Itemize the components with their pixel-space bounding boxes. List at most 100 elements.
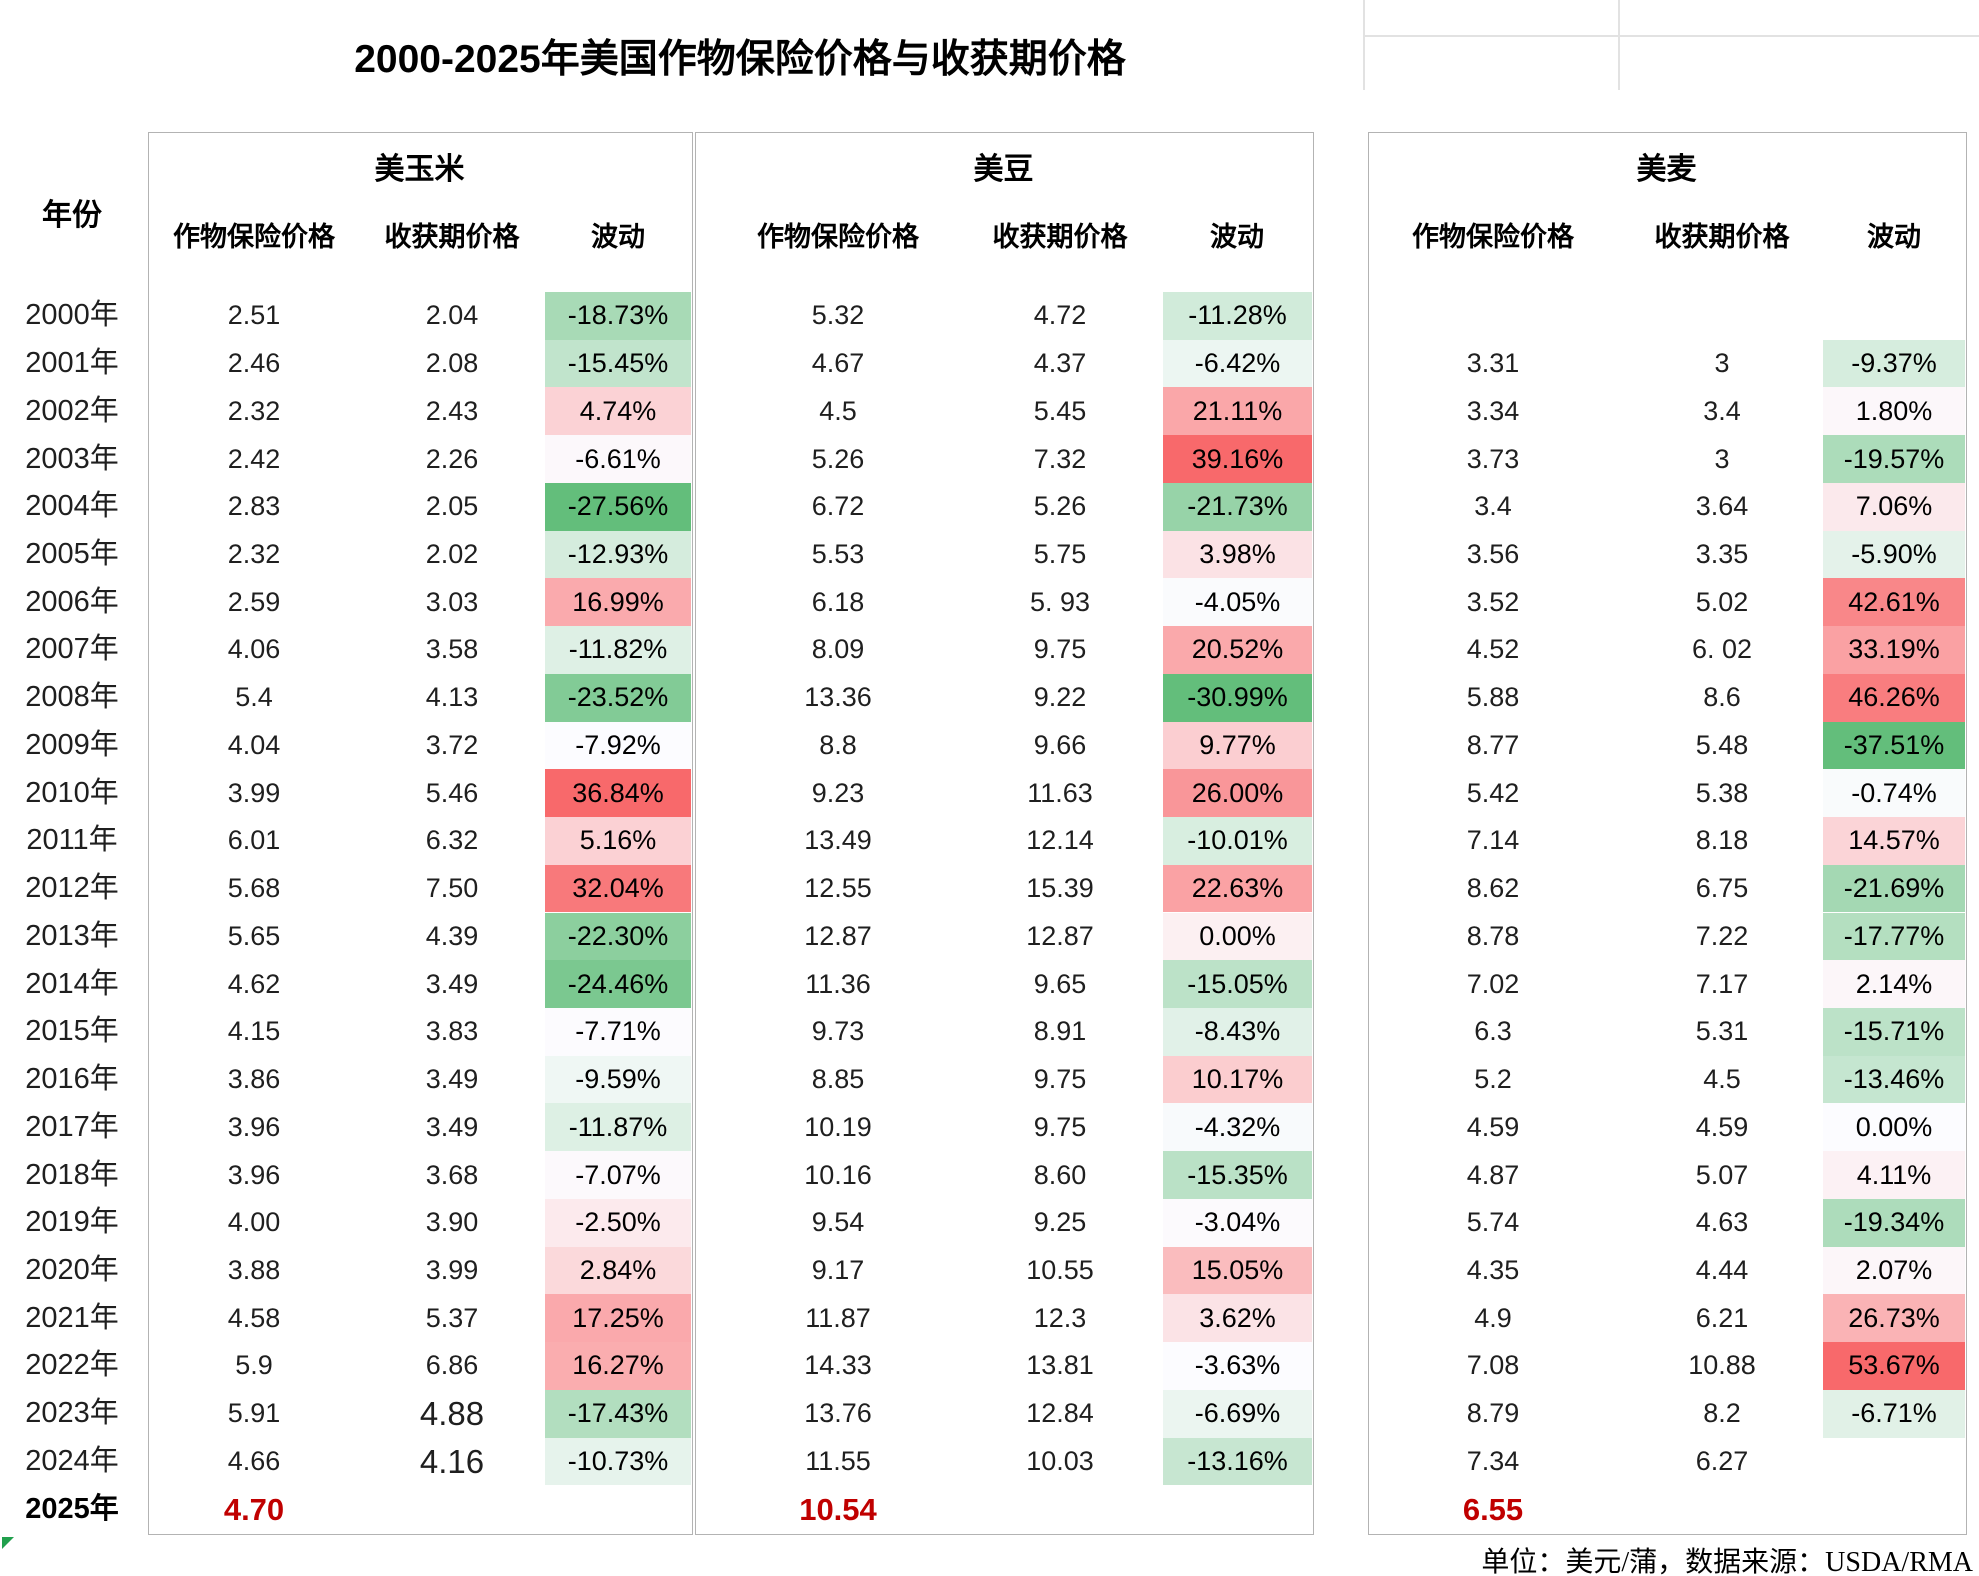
price-cell-harvest: 9.75 [1033,634,1087,665]
column-header-harvest: 收获期价格 [384,221,520,252]
price-cell-harvest: 2.43 [425,395,479,426]
price-cell-harvest: 11.63 [1027,777,1093,808]
fluctuation-cell: -18.73% [545,292,691,340]
price-cell-harvest: 3.49 [425,1111,479,1142]
price-cell-harvest: 2.05 [425,491,479,522]
price-cell-harvest: 8.2 [1703,1398,1741,1429]
price-cell-harvest: 6.75 [1695,873,1749,904]
year-row-label: 2014年 [25,967,119,1000]
fluctuation-cell: -11.28% [1163,292,1312,340]
fluctuation-cell: -27.56% [545,482,691,531]
price-cell-insurance: 13.76 [804,1398,872,1429]
column-header-harvest: 收获期价格 [992,221,1128,252]
price-cell-harvest: 5. 93 [1029,586,1091,617]
price-cell-harvest: 4.16 [419,1442,485,1480]
fluctuation-cell: -3.04% [1163,1198,1312,1247]
year-row-label: 2008年 [25,681,119,714]
crop-name: 美玉米 [374,153,465,186]
price-cell-insurance: 4.67 [811,348,865,379]
year-row-label: 2018年 [25,1158,119,1191]
column-header-fluctuation: 波动 [591,221,645,252]
price-cell-harvest: 3.35 [1695,539,1749,569]
price-cell-harvest: 7.17 [1695,968,1749,999]
fluctuation-cell: 32.04% [545,864,691,913]
price-cell-harvest: 7.50 [425,873,479,904]
fluctuation-cell: 4.74% [545,387,691,436]
price-cell-insurance: 3.96 [227,1111,281,1142]
price-cell-insurance: 4.87 [1466,1159,1520,1190]
price-cell-insurance: 13.36 [804,682,872,713]
year-row-label: 2012年 [25,872,119,905]
fluctuation-cell: 7.06% [1823,482,1965,531]
price-cell-harvest: 7.22 [1695,920,1749,951]
price-cell-insurance: 5.88 [1466,682,1520,713]
price-cell-insurance: 9.54 [811,1207,865,1238]
price-cell-insurance: 3.86 [227,1064,281,1095]
price-cell-insurance: 7.34 [1466,1445,1520,1476]
price-cell-harvest: 5.46 [425,777,479,808]
fluctuation-cell: 20.52% [1163,626,1312,674]
fluctuation-cell: 39.16% [1163,435,1312,483]
price-cell-insurance: 4.9 [1474,1302,1512,1333]
price-cell-insurance: 5.53 [811,539,865,569]
price-cell-harvest: 4.63 [1695,1207,1749,1238]
fluctuation-cell: 2.14% [1823,960,1965,1008]
price-cell-insurance: 10.54 [799,1491,877,1527]
price-cell-insurance: 11.55 [805,1445,871,1476]
fluctuation-cell: 2.07% [1823,1246,1965,1295]
price-cell-insurance: 8.62 [1466,873,1520,904]
year-row-label: 2021年 [25,1301,119,1334]
fluctuation-cell: -0.74% [1823,769,1965,818]
price-cell-insurance: 8.77 [1466,729,1520,760]
table-outline-美玉米 [148,132,693,1535]
price-cell-harvest: 6. 02 [1691,634,1753,665]
fluctuation-cell: 36.84% [545,769,691,818]
price-cell-harvest: 8.91 [1033,1016,1087,1047]
fluctuation-cell: -19.34% [1823,1198,1965,1247]
price-cell-harvest: 12.14 [1026,825,1094,856]
year-row-label: 2025年 [25,1492,119,1525]
price-cell-harvest: 6.32 [425,825,479,856]
price-cell-harvest: 9.75 [1033,1111,1087,1142]
price-cell-insurance: 6.72 [811,491,865,522]
crop-name: 美麦 [1636,153,1697,186]
fluctuation-cell: -17.77% [1823,912,1965,961]
price-cell-insurance: 11.36 [805,968,871,999]
price-cell-harvest: 9.25 [1033,1207,1087,1238]
price-cell-insurance: 2.59 [227,586,281,617]
price-cell-insurance: 6.3 [1474,1016,1512,1047]
price-cell-insurance: 8.8 [819,729,857,760]
fluctuation-cell: -23.52% [545,673,691,722]
footer-note: 单位：美元/蒲，数据来源：USDA/RMA [1481,1547,1973,1576]
fluctuation-cell: 16.99% [545,578,691,627]
price-cell-insurance: 9.17 [811,1254,865,1285]
price-cell-insurance: 10.19 [804,1111,872,1142]
price-cell-insurance: 11.87 [805,1302,871,1333]
price-cell-insurance: 4.15 [227,1016,281,1047]
fluctuation-cell: 0.00% [1823,1103,1965,1152]
fluctuation-cell: -7.71% [545,1007,691,1056]
price-cell-insurance: 2.32 [227,395,281,426]
year-row-label: 2000年 [25,299,119,332]
fluctuation-cell: 26.73% [1823,1294,1965,1343]
fluctuation-cell: -30.99% [1163,673,1312,722]
fluctuation-cell: -12.93% [545,530,691,579]
price-cell-insurance: 5.4 [235,682,273,713]
year-row-label: 2016年 [25,1063,119,1096]
price-cell-insurance: 4.52 [1466,634,1520,665]
price-cell-insurance: 3.99 [227,777,281,808]
fluctuation-cell: 42.61% [1823,578,1965,627]
price-cell-harvest: 9.22 [1033,682,1087,713]
price-cell-harvest: 10.55 [1026,1254,1094,1285]
price-cell-insurance: 7.02 [1466,968,1520,999]
price-cell-harvest: 9.66 [1033,729,1087,760]
price-cell-insurance: 4.00 [227,1207,281,1238]
price-cell-harvest: 2.08 [425,348,479,379]
price-cell-harvest: 3.83 [425,1016,479,1047]
fluctuation-cell: -13.16% [1163,1437,1312,1486]
fluctuation-cell: -7.92% [545,721,691,770]
price-cell-insurance: 5.68 [227,873,281,904]
column-header-insurance: 作物保险价格 [1412,221,1574,252]
price-cell-insurance: 2.32 [227,539,281,569]
